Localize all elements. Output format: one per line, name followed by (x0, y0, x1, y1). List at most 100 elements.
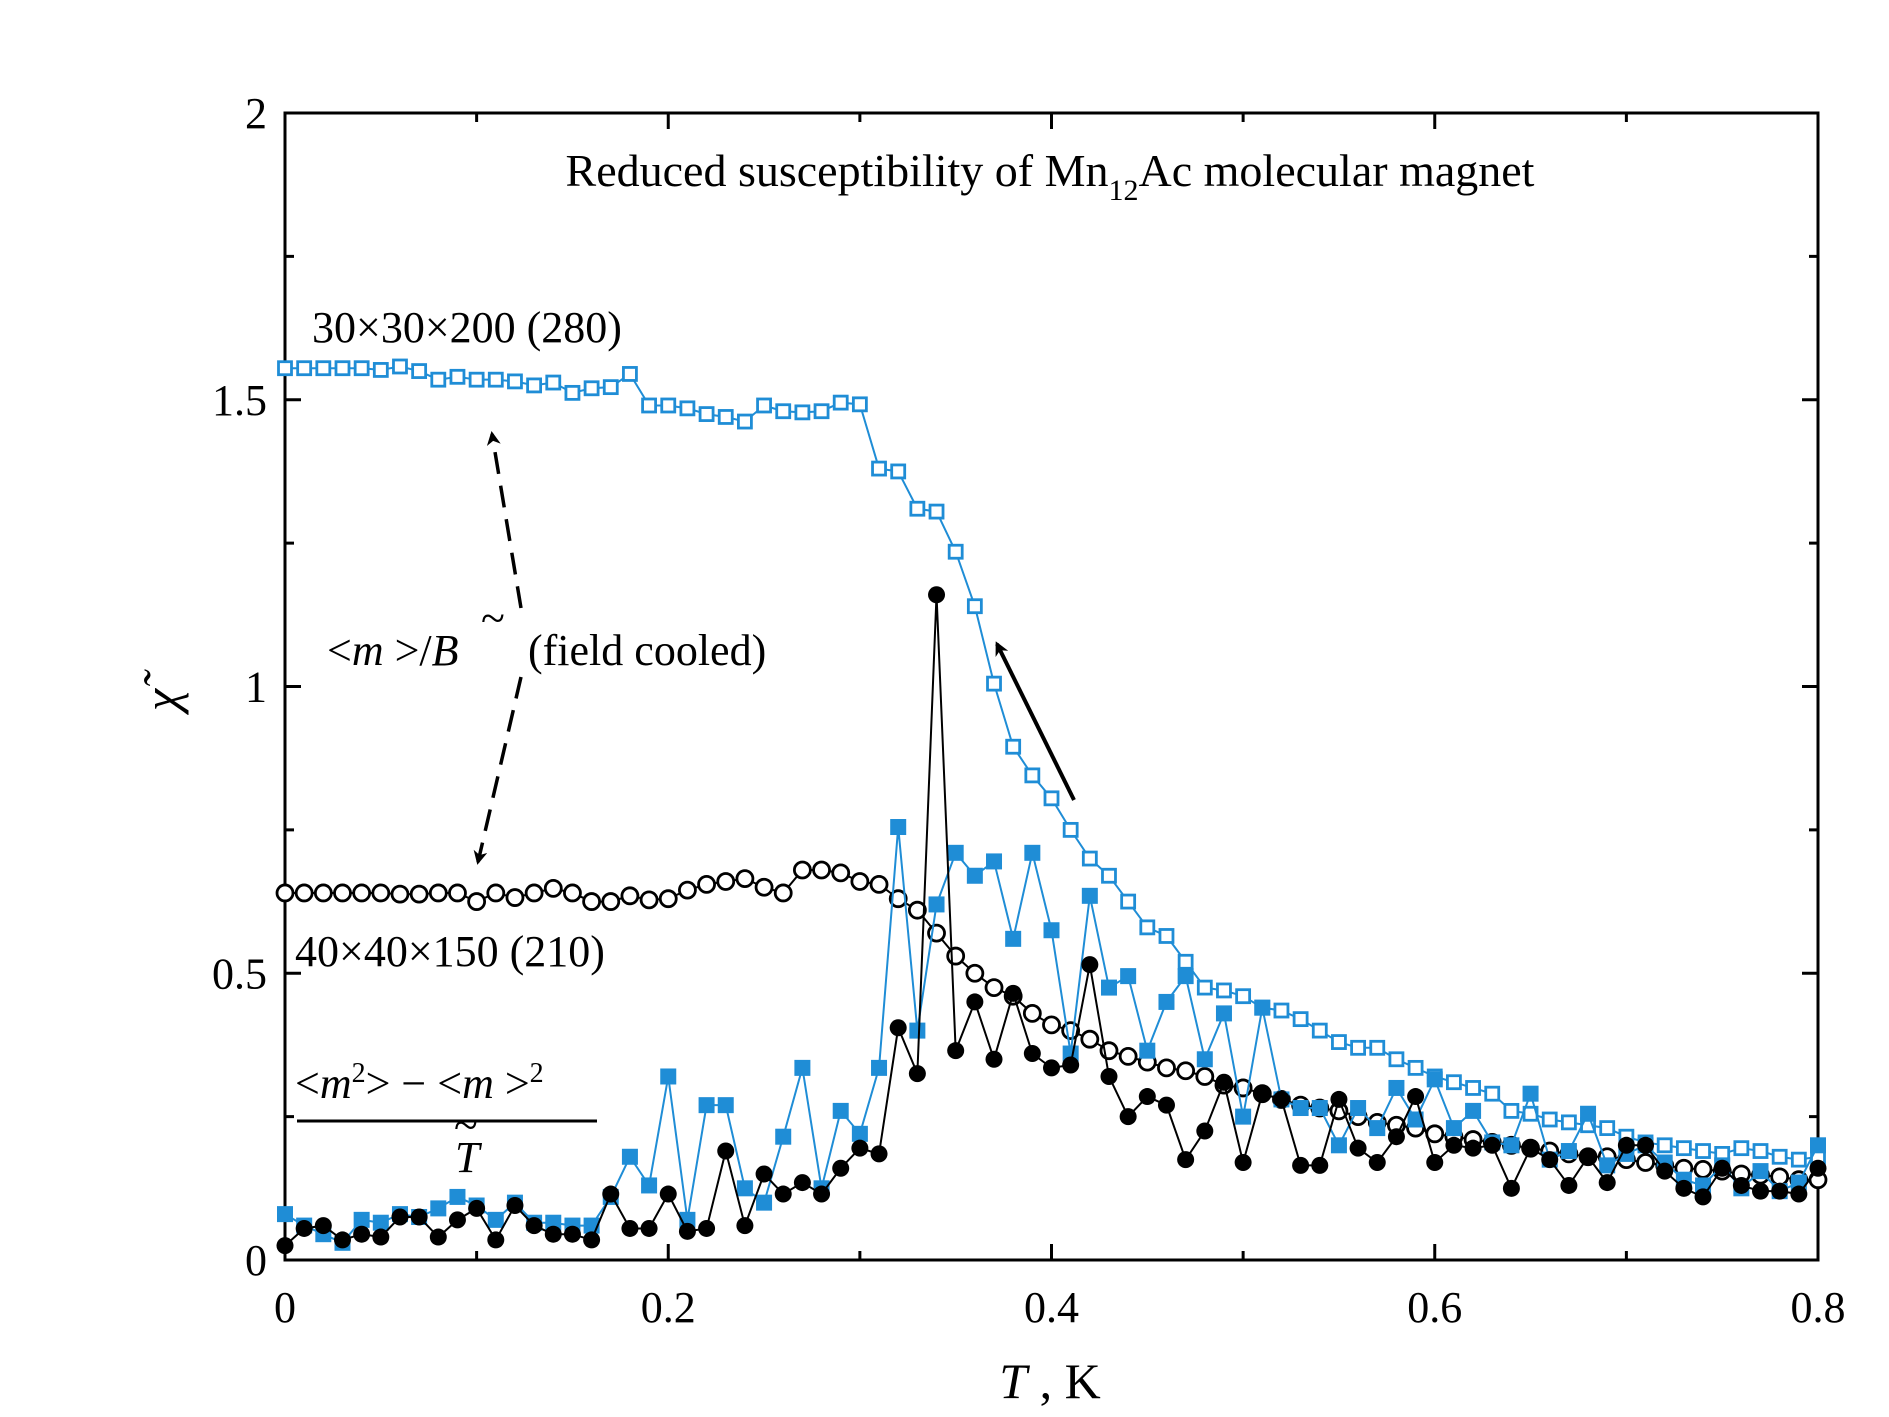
data-point (372, 362, 389, 378)
data-point (966, 993, 984, 1011)
data-point (1195, 1067, 1215, 1086)
data-point (410, 1208, 428, 1226)
data-point (928, 586, 946, 604)
data-point (1158, 928, 1175, 944)
data-point (966, 867, 983, 884)
data-point (966, 598, 983, 615)
data-point (1446, 1074, 1462, 1091)
data-point (1158, 993, 1175, 1010)
data-point (315, 360, 332, 377)
data-point (1235, 988, 1252, 1005)
data-point (1695, 1143, 1711, 1159)
data-point (1273, 1002, 1290, 1019)
data-point (736, 1180, 753, 1197)
data-point (1599, 1157, 1616, 1174)
data-point (390, 884, 410, 904)
data-point (1369, 1120, 1386, 1137)
data-point (773, 883, 793, 903)
svg-text:(field cooled): (field cooled) (528, 626, 766, 675)
data-point (832, 1159, 850, 1177)
data-point (909, 500, 926, 517)
data-point (1656, 1162, 1674, 1180)
data-point (1177, 968, 1194, 985)
data-point (430, 371, 447, 388)
data-point (486, 883, 506, 903)
data-point (698, 1097, 715, 1114)
data-point (1004, 984, 1022, 1002)
data-point (1369, 1039, 1386, 1056)
data-point (429, 1228, 447, 1246)
data-point (851, 1125, 868, 1142)
data-point (850, 872, 870, 891)
y-tick-labels: 0 0.5 1 1.5 2 (212, 89, 267, 1285)
data-point (1560, 1114, 1577, 1131)
data-point (1560, 1176, 1578, 1194)
data-point (1522, 1139, 1540, 1157)
data-point (909, 1022, 926, 1039)
data-point (639, 890, 659, 910)
y-tick-label: 1 (245, 663, 267, 712)
data-point (946, 946, 966, 966)
data-point (1426, 1071, 1443, 1088)
data-point (928, 896, 945, 913)
data-point (1196, 979, 1213, 996)
data-point (1330, 1137, 1347, 1154)
data-point (1598, 1174, 1616, 1192)
data-point (621, 1219, 639, 1237)
data-point (1693, 1159, 1713, 1179)
data-point (1388, 1079, 1405, 1096)
data-point (1139, 1042, 1156, 1059)
data-point (1579, 1148, 1597, 1166)
x-tick-label: 0 (274, 1283, 296, 1332)
data-point (717, 409, 734, 425)
data-point (314, 1217, 332, 1235)
data-point (1502, 1179, 1520, 1197)
data-point (1043, 1059, 1060, 1077)
data-point (583, 380, 600, 397)
data-point (1331, 1034, 1347, 1050)
data-point (333, 1231, 351, 1249)
data-point (889, 1019, 907, 1037)
data-point (1350, 1039, 1366, 1056)
data-point (621, 1148, 638, 1165)
data-point (640, 1219, 658, 1237)
data-point (525, 1217, 543, 1235)
data-point (1541, 1111, 1558, 1128)
data-point (792, 860, 812, 880)
data-point (1771, 1148, 1788, 1165)
data-point (678, 1222, 696, 1240)
data-point (831, 863, 851, 883)
data-point (1005, 930, 1022, 947)
data-point (468, 1199, 486, 1217)
data-point (1120, 968, 1137, 985)
data-point (544, 1225, 562, 1243)
data-point (1560, 1143, 1577, 1160)
x-tick-label: 0.4 (1024, 1283, 1079, 1332)
data-point (717, 1142, 735, 1160)
data-point (1022, 1003, 1042, 1023)
data-point (1119, 1108, 1137, 1126)
data-point (430, 1200, 447, 1217)
data-point (1254, 999, 1271, 1016)
data-point (622, 366, 638, 382)
data-point (793, 1174, 811, 1192)
data-point (812, 860, 831, 880)
data-point (1043, 922, 1060, 939)
data-point (583, 1231, 601, 1249)
data-point (582, 892, 601, 911)
data-point (794, 1059, 811, 1076)
data-point (277, 1206, 293, 1223)
data-point (391, 1208, 409, 1226)
data-point (276, 1237, 294, 1255)
data-point (372, 1228, 390, 1246)
data-point (658, 889, 678, 909)
data-point (1042, 1015, 1061, 1035)
data-point (756, 397, 772, 414)
data-point (737, 413, 753, 430)
data-point (505, 888, 525, 907)
data-point (754, 877, 774, 897)
data-point (1445, 1120, 1462, 1137)
data-point (1790, 1151, 1807, 1168)
data-point (334, 360, 351, 377)
